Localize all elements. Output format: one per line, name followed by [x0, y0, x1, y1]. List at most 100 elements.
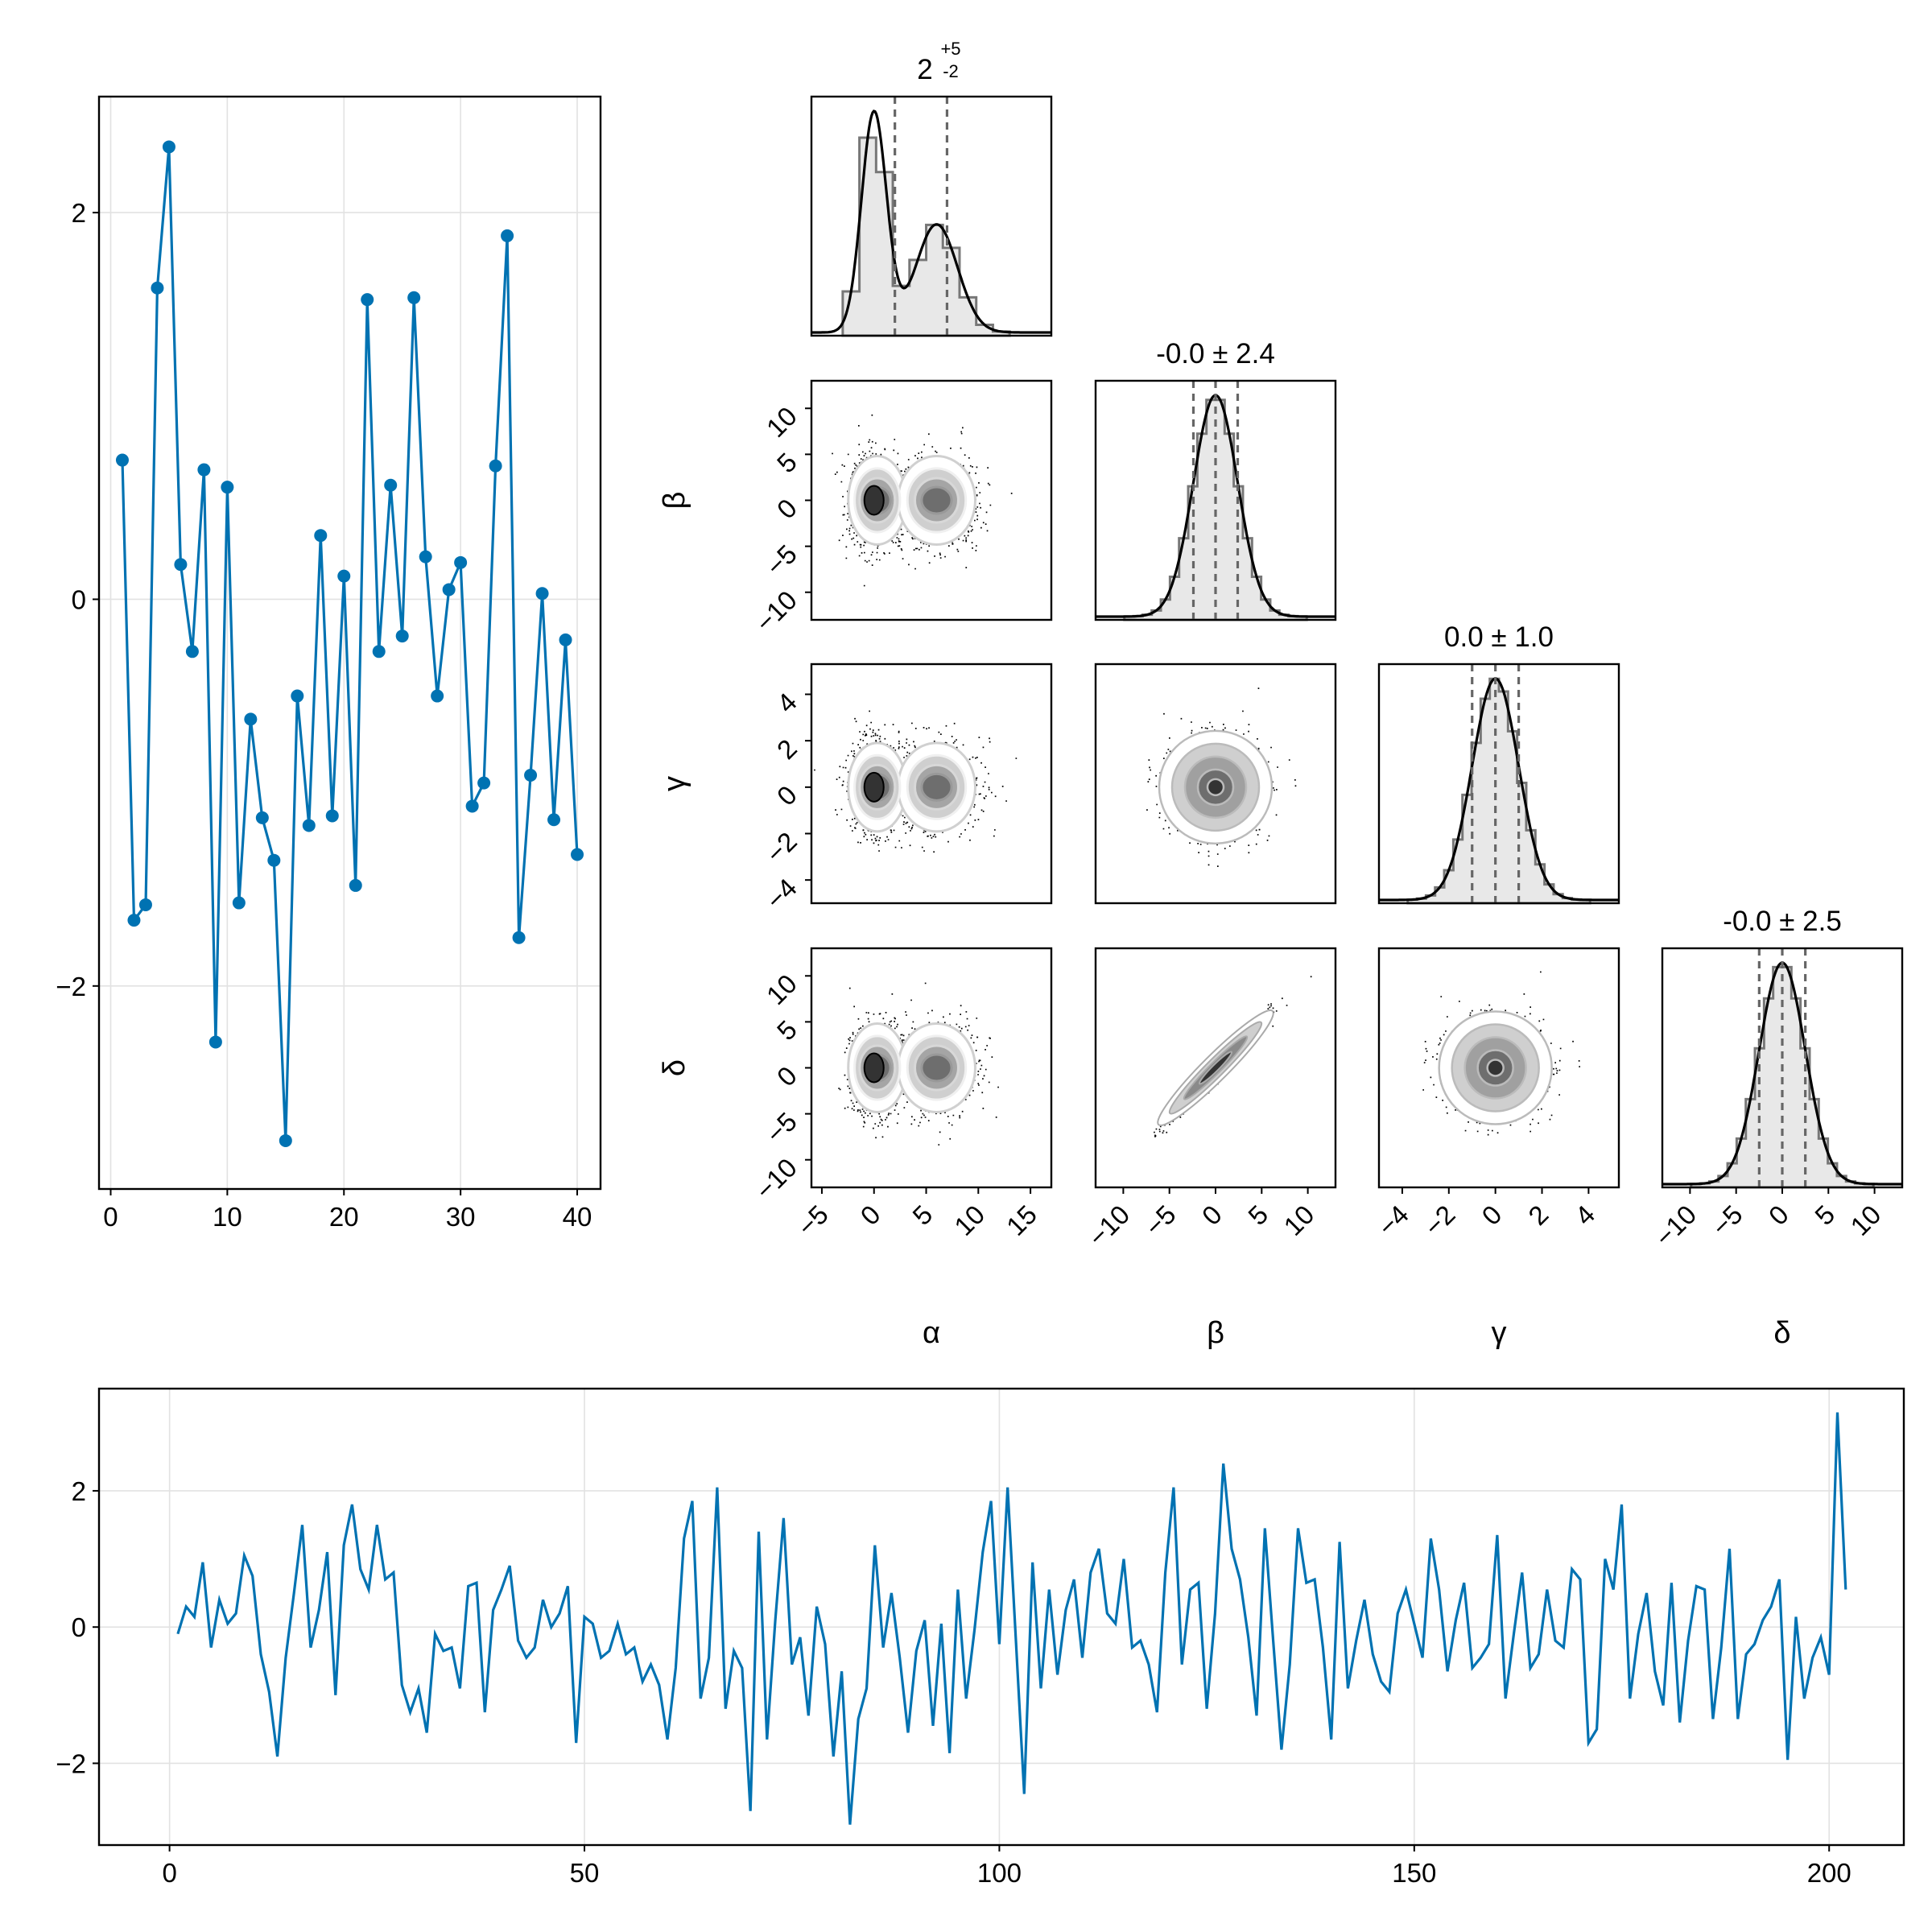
y-tick-label: −10 — [749, 1153, 803, 1206]
contour-mode-b — [920, 485, 953, 515]
data-point — [384, 478, 398, 492]
diagonal-panel-δ: -0.0 ± 2.5 — [1661, 906, 1904, 1189]
y-tick-label: −2 — [56, 972, 86, 1001]
y-tick-label: 5 — [771, 1014, 803, 1046]
contour-level — [1198, 1051, 1233, 1085]
histogram — [1406, 677, 1591, 905]
x-tick-label: 5 — [906, 1199, 938, 1231]
y-tick-label: 10 — [761, 401, 803, 443]
x-ticks-δ: −10 −5 0 5 10 δ — [1649, 1187, 1887, 1350]
y-ticks-γ: 4 2 0 −2−4 γ — [658, 687, 811, 915]
y-tick-label: 5 — [771, 447, 803, 478]
scatter-panel-β-vs-α — [810, 379, 1053, 621]
y-tick-label: 0 — [771, 493, 803, 524]
parameter-label-y: δ — [658, 1059, 691, 1076]
data-point — [232, 896, 246, 910]
contour-level — [1206, 778, 1225, 797]
data-point — [512, 931, 526, 944]
data-point — [208, 1035, 222, 1049]
y-tick-label: −5 — [760, 539, 803, 581]
panel-frame — [810, 663, 1053, 905]
y-tick-label: 2 — [72, 198, 86, 228]
panel-title: -0.0 ± 2.4 — [1156, 338, 1275, 369]
scatter-panel-γ-vs-α — [810, 663, 1053, 905]
x-tick-label: 20 — [329, 1202, 359, 1232]
x-tick-label: 5 — [1242, 1199, 1274, 1231]
diagonal-panel-γ: 0.0 ± 1.0 — [1377, 621, 1620, 905]
scatter-panel-γ-vs-β — [1094, 663, 1337, 905]
x-tick-label: 50 — [570, 1858, 600, 1888]
parameter-label-x: γ — [1492, 1316, 1507, 1350]
panel-frame — [1094, 379, 1337, 621]
data-point — [372, 645, 386, 658]
x-tick-label: −4 — [1372, 1199, 1414, 1242]
y-tick-label: −10 — [749, 585, 803, 638]
contour-mode-b — [920, 1053, 953, 1083]
panel-title: 2 — [917, 54, 932, 85]
x-tick-label: 10 — [948, 1199, 990, 1241]
y-tick-label: −5 — [760, 1106, 803, 1149]
panel-frame — [810, 95, 1053, 337]
panel-frame — [1377, 947, 1620, 1189]
scatter-points — [1154, 976, 1312, 1137]
scatter-points — [1422, 971, 1580, 1136]
parameter-label-y: β — [658, 492, 691, 510]
y-tick-labels: 2 0 −2 — [56, 198, 99, 1001]
x-tick-label: 10 — [213, 1202, 242, 1232]
data-point — [138, 898, 152, 911]
data-point — [431, 689, 444, 703]
data-point — [501, 229, 514, 242]
data-point — [349, 878, 362, 892]
y-tick-label: −4 — [760, 873, 803, 915]
panel-frame — [1094, 663, 1337, 905]
x-tick-label: 0 — [1763, 1199, 1794, 1231]
data-point — [221, 481, 234, 494]
x-tick-label: 40 — [563, 1202, 592, 1232]
top-left-line-plot: 0 10 20 30 40 20−2 — [56, 95, 602, 1232]
contour-peak — [863, 485, 885, 516]
x-tick-label: 0 — [1476, 1199, 1507, 1231]
x-tick-label: 30 — [446, 1202, 476, 1232]
data-point — [127, 914, 141, 927]
kde-curve — [1379, 677, 1619, 902]
title-subscript: -2 — [943, 61, 959, 81]
x-tick-label: 15 — [1001, 1199, 1042, 1241]
diagonal-panel-α: 2 +5-2 — [810, 39, 1053, 337]
bottom-line-plot: 0 50 100 150 200 2 0 −2 — [56, 1387, 1905, 1888]
data-point — [291, 689, 304, 703]
data-point — [197, 463, 211, 477]
scatter-panel-δ-vs-γ — [1377, 947, 1620, 1189]
y-tick-label: 0 — [771, 1060, 803, 1092]
data-point — [489, 459, 502, 473]
data-point — [454, 555, 468, 569]
x-tick-label: 0 — [103, 1202, 118, 1232]
parameter-label-x: β — [1207, 1316, 1224, 1350]
x-tick-label: 4 — [1569, 1199, 1600, 1231]
panel-frame — [1377, 663, 1620, 905]
contour-level — [1486, 1059, 1505, 1077]
parameter-label-x: δ — [1773, 1316, 1790, 1350]
y-tick-label: 0 — [72, 584, 86, 614]
y-ticks-β: 10 5 0 −5−10 β — [658, 401, 811, 638]
contour-peak — [863, 771, 885, 803]
x-tick-label: −5 — [1706, 1199, 1748, 1242]
data-point — [337, 569, 351, 583]
data-point — [314, 529, 328, 543]
data-point — [442, 583, 456, 597]
y-tick-label: 4 — [771, 687, 803, 718]
y-tick-label: 10 — [761, 968, 803, 1010]
x-tick-label: −10 — [1649, 1199, 1703, 1253]
y-tick-label: 0 — [771, 780, 803, 811]
data-point — [477, 776, 491, 790]
y-ticks-δ: 10 5 0 −5−10 δ — [658, 968, 811, 1205]
x-tick-label: 10 — [1278, 1199, 1319, 1241]
x-tick-label: 200 — [1807, 1858, 1852, 1888]
x-tick-labels: 0 50 100 150 200 — [162, 1845, 1852, 1888]
data-point — [535, 587, 549, 601]
data-point — [559, 633, 572, 646]
x-tick-label: −5 — [791, 1199, 834, 1242]
scatter-panel-δ-vs-β — [1094, 947, 1337, 1189]
data-point — [255, 811, 269, 824]
plot-frame — [97, 95, 602, 1191]
